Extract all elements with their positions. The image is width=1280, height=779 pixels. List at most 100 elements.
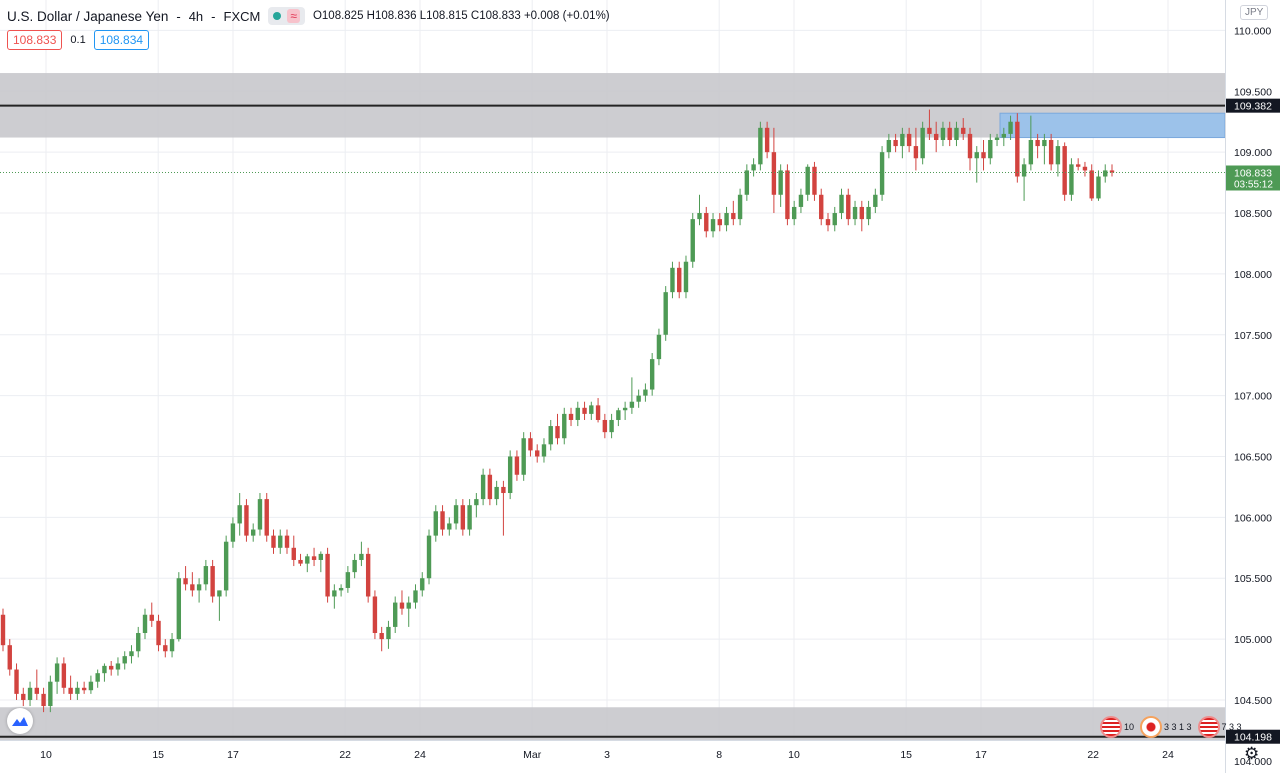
candle: [798, 188, 804, 214]
candle: [589, 401, 594, 420]
candle: [237, 493, 242, 536]
candle-body: [541, 444, 547, 457]
currency-badge[interactable]: JPY: [1240, 5, 1269, 20]
event-marker[interactable]: 7 3 3: [1197, 716, 1242, 738]
candle: [839, 188, 844, 220]
legend-header: U.S. Dollar / Japanese Yen - 4h - FXCM ≈…: [7, 7, 610, 25]
price-tick-label: 108.000: [1234, 269, 1272, 281]
candle: [420, 572, 425, 597]
candle: [927, 109, 932, 140]
candle-body: [413, 590, 418, 603]
candle: [68, 675, 73, 700]
candle-body: [683, 261, 689, 293]
candle-body: [913, 146, 919, 159]
symbol-title[interactable]: U.S. Dollar / Japanese Yen: [7, 8, 169, 24]
candle-body: [974, 152, 979, 159]
candle-body: [21, 693, 26, 700]
candle: [156, 614, 161, 652]
event-marker[interactable]: 10: [1100, 716, 1134, 738]
candle: [974, 146, 979, 183]
candle-body: [589, 405, 594, 414]
candle-body: [278, 535, 283, 548]
candle-body: [210, 566, 215, 597]
support-zone: [0, 707, 1225, 766]
candle: [893, 133, 898, 153]
candle: [636, 389, 641, 408]
candle-body: [1089, 170, 1094, 199]
candle: [149, 602, 154, 627]
candle: [305, 553, 310, 573]
candle-body: [68, 687, 73, 694]
price-chart[interactable]: [0, 0, 1226, 766]
candle-body: [663, 292, 668, 335]
candle-body: [244, 505, 249, 536]
time-tick-label: 22: [339, 749, 351, 761]
candle-body: [677, 267, 682, 293]
buy-button[interactable]: 108.834: [93, 30, 150, 50]
candle-body: [852, 206, 858, 220]
price-tick-label: 107.000: [1234, 391, 1272, 403]
candle: [48, 675, 53, 713]
candle-body: [927, 127, 932, 134]
candle-body: [447, 523, 452, 530]
candle: [298, 553, 303, 567]
candle: [622, 401, 628, 420]
candle: [906, 127, 912, 153]
price-tick-label: 108.500: [1234, 208, 1272, 220]
sell-button[interactable]: 108.833: [7, 30, 63, 50]
candle-body: [142, 614, 148, 634]
candle-body: [724, 213, 729, 226]
candle-body: [622, 407, 628, 411]
candle-body: [365, 553, 371, 597]
interval-label[interactable]: 4h: [188, 8, 204, 24]
candle: [129, 645, 134, 664]
price-axis[interactable]: 110.000 109.500 109.000 108.500 108.000 107.5…: [1225, 0, 1280, 773]
candle: [210, 559, 215, 603]
event-marker[interactable]: 3 3 1 3: [1140, 716, 1192, 738]
candle: [744, 164, 750, 201]
candle: [961, 118, 966, 140]
candle-body: [359, 553, 364, 560]
candle-body: [609, 419, 614, 433]
candle: [967, 127, 973, 171]
candle-body: [426, 535, 432, 579]
tradingview-logo-icon[interactable]: [7, 708, 33, 734]
candle: [609, 413, 614, 439]
status-pill[interactable]: ≈: [268, 7, 305, 25]
candle: [480, 468, 486, 506]
level-price-label: 109.382: [1234, 101, 1272, 113]
candle: [988, 133, 993, 165]
candle-body: [190, 584, 195, 591]
candle-body: [325, 553, 330, 597]
candle: [163, 639, 168, 658]
candle: [514, 450, 520, 481]
settings-gear-icon[interactable]: ⚙: [1244, 744, 1260, 763]
candle-body: [75, 687, 80, 694]
chart-area[interactable]: [0, 0, 1226, 766]
candle: [1075, 158, 1081, 171]
candle: [75, 681, 80, 700]
time-tick-label: 15: [152, 749, 164, 761]
candle: [95, 669, 100, 688]
buy-sell-panel: 108.833 0.1 108.834: [7, 30, 150, 50]
bar-countdown-label: 03:55:12: [1234, 179, 1273, 190]
candle-body: [7, 645, 12, 670]
candle-body: [34, 687, 40, 694]
candle-body: [704, 213, 709, 232]
exchange-label[interactable]: FXCM: [223, 8, 261, 24]
candle: [223, 535, 229, 597]
candle-body: [291, 547, 296, 560]
candle: [372, 590, 378, 640]
candle: [724, 206, 729, 232]
time-axis[interactable]: 10 15 17 22 24 Mar 3 8 10 15 17 22 24: [0, 740, 1225, 774]
candle-body: [1001, 133, 1007, 138]
candle: [81, 681, 87, 694]
candle-body: [1028, 139, 1034, 165]
candle: [433, 505, 438, 542]
candle-body: [494, 486, 499, 500]
time-tick-label: 24: [414, 749, 426, 761]
time-tick-label: 22: [1087, 749, 1099, 761]
spread-value: 0.1: [70, 34, 86, 46]
candle-body: [48, 681, 53, 707]
level-price-label: 104.198: [1234, 732, 1272, 744]
